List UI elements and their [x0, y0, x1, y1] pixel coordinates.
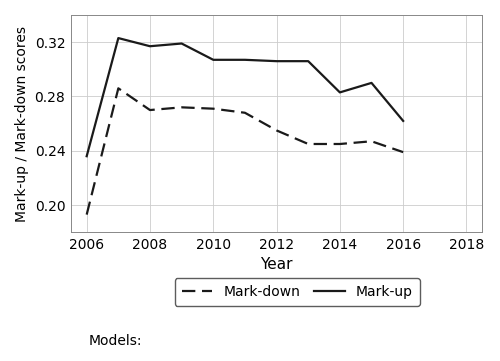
- X-axis label: Year: Year: [260, 257, 293, 272]
- Y-axis label: Mark-up / Mark-down scores: Mark-up / Mark-down scores: [15, 26, 29, 222]
- Legend: Mark-down, Mark-up: Mark-down, Mark-up: [174, 278, 420, 306]
- Text: Models:: Models:: [88, 334, 142, 348]
